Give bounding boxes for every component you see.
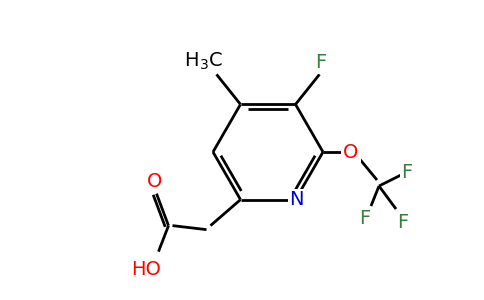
Text: O: O — [343, 142, 359, 161]
Text: HO: HO — [132, 260, 162, 279]
Text: F: F — [401, 163, 413, 182]
Text: F: F — [360, 208, 371, 227]
Text: 3: 3 — [199, 58, 208, 72]
Text: O: O — [147, 172, 162, 191]
Text: N: N — [289, 190, 304, 209]
Text: C: C — [209, 51, 222, 70]
Text: F: F — [397, 212, 408, 232]
Text: F: F — [315, 53, 326, 72]
Text: H: H — [184, 51, 198, 70]
